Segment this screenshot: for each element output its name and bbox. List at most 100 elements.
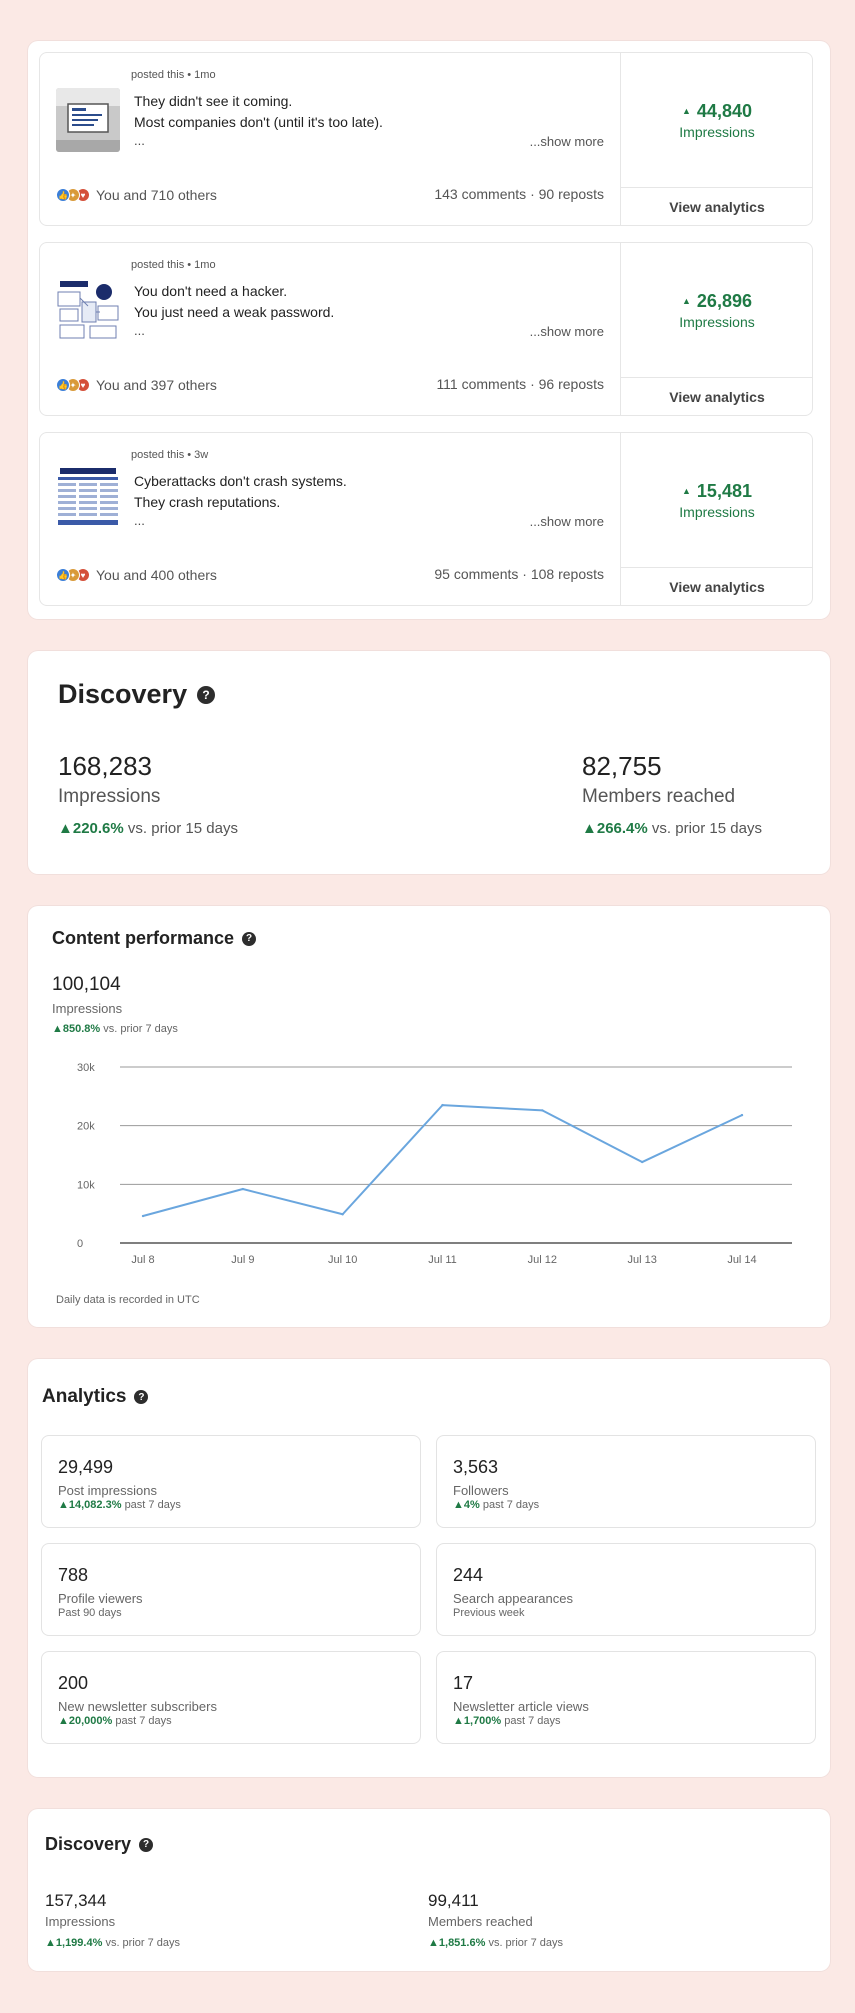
change-suffix: past 7 days — [482, 1499, 540, 1511]
metric-value: 168,283 — [58, 751, 152, 781]
up-arrow-icon: ▲ — [52, 1023, 63, 1035]
post-item[interactable]: posted this • 1mo They didn't see it com… — [39, 52, 813, 226]
content-performance-card: 0 10k 20k 30k Jul 8 Jul 9 Jul 10 Jul 11 Jul 12 Ju… — [28, 906, 830, 1327]
post-thumbnail[interactable] — [56, 278, 120, 342]
post-line: They crash reputations. — [134, 494, 281, 510]
up-arrow-icon: ▲ — [453, 1715, 464, 1727]
post-stats: ▲ 26,896 Impressions View analytics — [620, 243, 813, 415]
post-item[interactable]: posted this • 1mo You don't need a hacke… — [39, 242, 813, 416]
reactions-text: You and 397 others — [96, 377, 217, 393]
up-arrow-icon: ▲ — [682, 296, 691, 306]
reactions-text: You and 710 others — [96, 187, 217, 203]
post-thumbnail[interactable] — [56, 468, 120, 532]
up-arrow-icon: ▲ — [428, 1937, 439, 1949]
data-point — [640, 1160, 644, 1164]
metric-change: ▲1,199.4% vs. prior 7 days — [45, 1937, 180, 1949]
metric-value: 157,344 — [45, 1891, 107, 1910]
post-meta: posted this • 3w — [131, 449, 209, 461]
view-analytics-button[interactable]: View analytics — [621, 377, 813, 415]
metric-value: 100,104 — [52, 974, 121, 995]
impressions-label: Impressions — [679, 124, 755, 140]
post-item[interactable]: posted this • 3w Cyberattacks don't cras… — [39, 432, 813, 606]
x-tick-label: Jul 12 — [528, 1254, 557, 1266]
change-value: 4% — [463, 1499, 480, 1511]
x-tick-label: Jul 14 — [727, 1254, 756, 1266]
change-suffix: vs. prior 7 days — [105, 1937, 181, 1949]
x-tick-label: Jul 8 — [131, 1254, 154, 1266]
post-content[interactable]: posted this • 3w Cyberattacks don't cras… — [40, 433, 620, 605]
tile-period: Past 90 days — [58, 1607, 122, 1619]
like-reaction-icon: 👍 — [56, 568, 70, 582]
help-icon[interactable]: ? — [134, 1390, 149, 1404]
metric-label: Impressions — [58, 786, 161, 807]
metric-change: ▲850.8% vs. prior 7 days — [52, 1023, 178, 1035]
metric-label: Members reached — [582, 786, 736, 807]
top-posts-card: posted this • 1mo They didn't see it com… — [28, 41, 830, 619]
discovery-card: Discovery ? 168,283 Impressions ▲220.6% … — [28, 651, 830, 874]
post-text: Cyberattacks don't crash systems. They c… — [134, 471, 347, 513]
post-line: Most companies don't (until it's too lat… — [134, 114, 383, 130]
y-tick-label: 0 — [77, 1238, 83, 1250]
metric-change: ▲266.4% vs. prior 15 days — [582, 820, 762, 837]
search-appearances-tile[interactable]: 244 Search appearances Previous week — [436, 1543, 816, 1636]
profile-viewers-tile[interactable]: 788 Profile viewers Past 90 days — [41, 1543, 421, 1636]
tile-label: New newsletter subscribers — [58, 1699, 217, 1714]
impressions-metric: 157,344 Impressions ▲1,199.4% vs. prior … — [45, 1891, 180, 1949]
y-tick-label: 20k — [77, 1121, 95, 1133]
show-more-link[interactable]: ...show more — [529, 134, 604, 149]
impressions-metric: 168,283 Impressions ▲220.6% vs. prior 15… — [58, 751, 238, 837]
metric-change: ▲1,851.6% vs. prior 7 days — [428, 1937, 563, 1949]
reactions[interactable]: 👍 ✦ ♥ You and 710 others — [56, 186, 217, 204]
x-tick-label: Jul 11 — [428, 1254, 457, 1266]
post-line: Cyberattacks don't crash systems. — [134, 473, 347, 489]
reactions[interactable]: 👍 ✦ ♥ You and 400 others — [56, 566, 217, 584]
post-thumbnail[interactable] — [56, 88, 120, 152]
discovery-heading: Discovery ? — [58, 679, 216, 710]
metric-value: 99,411 — [428, 1891, 479, 1910]
tile-value: 244 — [453, 1565, 484, 1585]
help-icon[interactable]: ? — [139, 1837, 154, 1852]
metric-label: Impressions — [52, 1001, 123, 1016]
tile-value: 29,499 — [58, 1457, 114, 1477]
x-tick-label: Jul 9 — [231, 1254, 254, 1266]
post-ellipsis: ... — [134, 323, 145, 338]
post-content[interactable]: posted this • 1mo They didn't see it com… — [40, 53, 620, 225]
view-analytics-button[interactable]: View analytics — [621, 187, 813, 225]
up-arrow-icon: ▲ — [58, 1499, 69, 1511]
followers-tile[interactable]: 3,563 Followers ▲4% past 7 days — [436, 1435, 816, 1528]
change-value: 20,000% — [68, 1715, 113, 1727]
change-value: 14,082.3% — [68, 1499, 122, 1511]
presentation-screen-icon — [56, 88, 120, 152]
members-reached-metric: 82,755 Members reached ▲266.4% vs. prior… — [582, 751, 762, 837]
change-suffix: vs. prior 15 days — [127, 820, 238, 837]
help-icon[interactable]: ? — [242, 931, 257, 946]
show-more-link[interactable]: ...show more — [529, 324, 604, 339]
data-point — [241, 1187, 245, 1191]
comments-reposts[interactable]: 95 comments · 108 reposts — [434, 566, 604, 582]
post-content[interactable]: posted this • 1mo You don't need a hacke… — [40, 243, 620, 415]
reactions[interactable]: 👍 ✦ ♥ You and 397 others — [56, 376, 217, 394]
up-arrow-icon: ▲ — [682, 486, 691, 496]
impressions-value: 44,840 — [696, 101, 752, 121]
metric-change: ▲220.6% vs. prior 15 days — [58, 820, 238, 837]
data-point — [541, 1109, 544, 1112]
tile-label: Post impressions — [58, 1483, 157, 1498]
comments-reposts[interactable]: 111 comments · 96 reposts — [436, 376, 604, 392]
post-impressions-tile[interactable]: 29,499 Post impressions ▲14,082.3% past … — [41, 1435, 421, 1528]
tile-label: Followers — [453, 1483, 509, 1498]
newsletter-subscribers-tile[interactable]: 200 New newsletter subscribers ▲20,000% … — [41, 1651, 421, 1744]
newsletter-article-views-tile[interactable]: 17 Newsletter article views ▲1,700% past… — [436, 1651, 816, 1744]
post-impressions: ▲ 26,896 Impressions — [621, 291, 813, 330]
comments-reposts[interactable]: 143 comments · 90 reposts — [434, 186, 604, 202]
change-value: 266.4% — [596, 820, 648, 837]
view-analytics-button[interactable]: View analytics — [621, 567, 813, 605]
content-performance-title: Content performance — [52, 928, 235, 948]
help-icon[interactable]: ? — [197, 685, 216, 704]
post-stats: ▲ 44,840 Impressions View analytics — [620, 53, 813, 225]
change-value: 220.6% — [72, 820, 124, 837]
post-impressions: ▲ 44,840 Impressions — [621, 101, 813, 140]
show-more-link[interactable]: ...show more — [529, 514, 604, 529]
tile-value: 17 — [453, 1673, 474, 1693]
up-arrow-icon: ▲ — [582, 820, 597, 837]
post-line: You don't need a hacker. — [134, 283, 288, 299]
